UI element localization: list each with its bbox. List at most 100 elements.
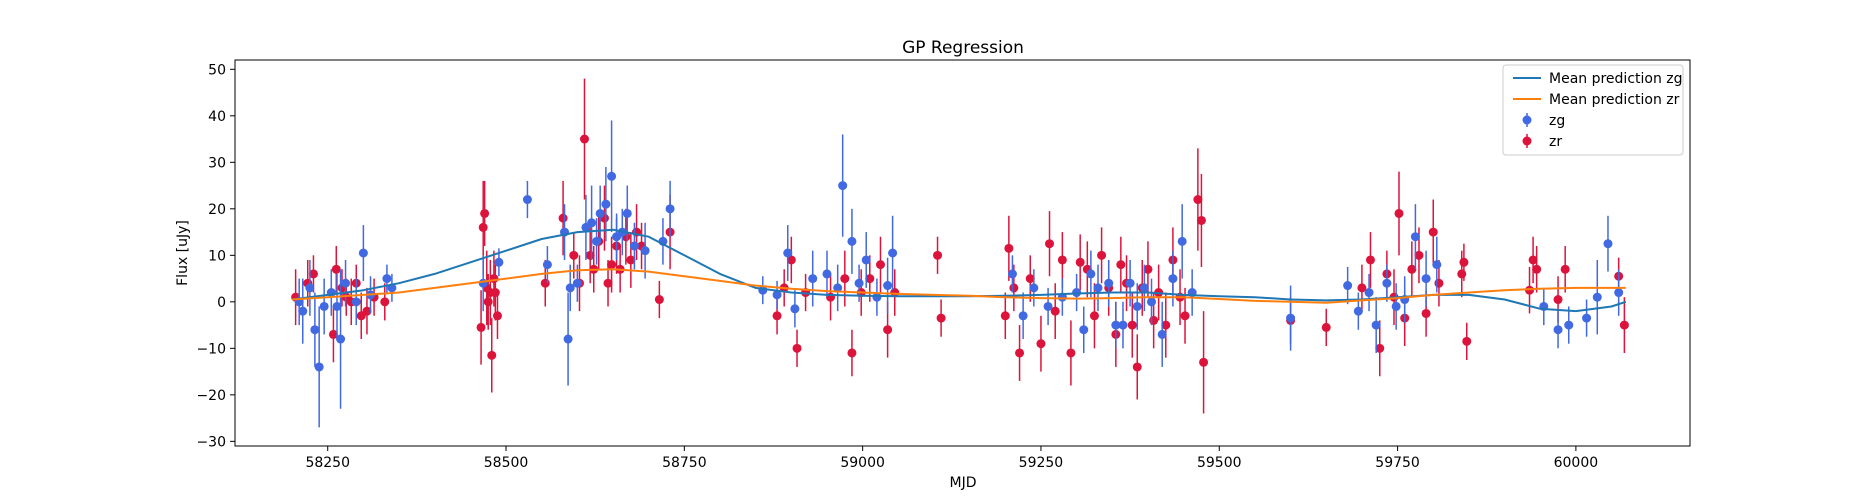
y-tick-label: 30 [208,155,226,171]
zg-point [1432,260,1442,270]
y-axis: −30 −20 −10 0 10 20 30 40 50 [196,62,235,450]
zg-point [1353,306,1363,316]
zg-point [1086,269,1096,279]
y-axis-label: Flux [uJy] [175,220,191,286]
zr-point [1321,322,1331,332]
legend-marker-swatch [1522,136,1532,146]
zr-point [585,250,595,260]
data-layer [291,78,1629,428]
zg-point [861,255,871,265]
zr-point [1057,255,1067,265]
zg-point [1364,288,1374,298]
zr-point [883,325,893,335]
zg-point [833,283,843,293]
zg-point [1079,325,1089,335]
zg-point [1371,320,1381,330]
zg-point [808,274,818,284]
zr-point [1097,250,1107,260]
zg-point [854,278,864,288]
zg-point [542,260,552,270]
zg-point [563,334,573,344]
zg-point [838,181,848,191]
y-tick-label: 50 [208,62,226,78]
zr-point [1199,357,1209,367]
zr-point [607,260,617,270]
zg-point [595,208,605,218]
x-tick-label: 59250 [1019,455,1064,471]
zg-point [592,236,602,246]
zg-errorbar-series [294,120,1624,428]
zg-point [1564,320,1574,330]
zg-point [572,278,582,288]
zr-point [478,222,488,232]
y-tick-label: −10 [196,341,226,357]
zr-point [875,260,885,270]
zr-point [847,348,857,358]
zr-point [1193,195,1203,205]
zr-point [1462,336,1472,346]
zr-point [1066,348,1076,358]
zg-point [1553,325,1563,335]
zg-point [1029,283,1039,293]
zg-point [1603,239,1613,249]
zr-point [792,343,802,353]
zg-point [883,281,893,291]
y-tick-label: −20 [196,388,226,404]
x-tick-label: 58250 [305,455,350,471]
zg-point [629,241,639,251]
zr-point [487,350,497,360]
zg-point [1139,283,1149,293]
zr-point [308,269,318,279]
zg-point [1286,313,1296,323]
zr-point [380,297,390,307]
zg-point [522,195,532,205]
zg-point [1043,301,1053,311]
zg-point [351,297,361,307]
zr-point [1127,320,1137,330]
zg-point [622,208,632,218]
zr-point [1004,243,1014,253]
zr-point [480,208,490,218]
zr-point [603,278,613,288]
zg-point [305,283,315,293]
zr-point [1619,320,1629,330]
zg-point [1421,274,1431,284]
zr-point [1025,274,1035,284]
zr-point [540,278,550,288]
zr-point [1428,227,1438,237]
zg-point [1382,278,1392,288]
zg-point [565,283,575,293]
zr-point [1532,264,1542,274]
x-tick-label: 58750 [662,455,707,471]
zg-point [847,236,857,246]
zr-point [1365,255,1375,265]
zr-point [1414,250,1424,260]
zg-point [1157,329,1167,339]
legend-label: zg [1549,113,1565,129]
zr-point [483,297,493,307]
zg-point [1093,283,1103,293]
zg-point [1391,301,1401,311]
zr-point [1075,257,1085,267]
zr-point [1553,295,1563,305]
zg-point [478,278,488,288]
zg-point [358,248,368,258]
x-tick-label: 59000 [840,455,885,471]
x-tick-label: 60000 [1554,455,1599,471]
zr-point [362,306,372,316]
zg-point [790,304,800,314]
zr-point [1560,264,1570,274]
zr-point [1161,320,1171,330]
zg-point [1132,301,1142,311]
legend-label: Mean prediction zr [1549,92,1680,108]
zg-point [341,278,351,288]
zg-point [1018,311,1028,321]
zr-point [1180,311,1190,321]
zg-point [1104,278,1114,288]
zr-point [1457,269,1467,279]
zr-point [1045,239,1055,249]
x-tick-label: 59750 [1375,455,1420,471]
zg-point [1147,297,1157,307]
zg-point [1111,320,1121,330]
